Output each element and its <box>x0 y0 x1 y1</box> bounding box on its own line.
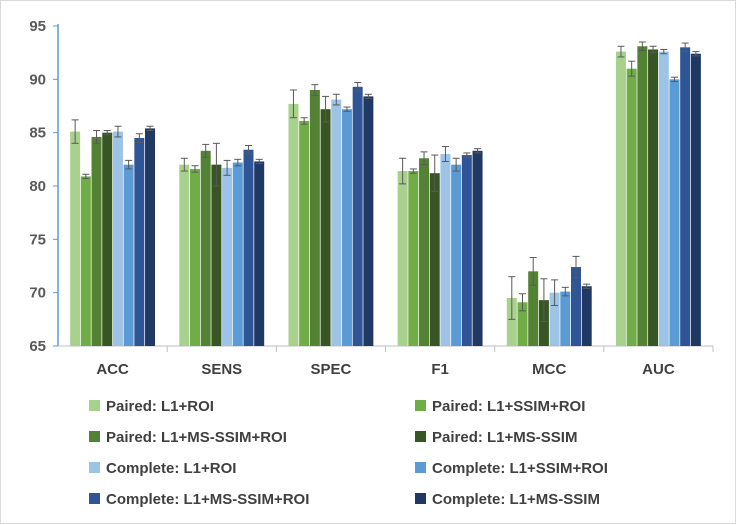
bar-f1-series-1 <box>397 171 408 346</box>
bar-f1-series-6 <box>451 164 462 346</box>
x-tick-label: AUC <box>642 361 675 378</box>
bar-auc-series-1 <box>615 51 626 346</box>
legend-swatch-series-1 <box>89 400 100 411</box>
legend-swatch-series-3 <box>89 431 100 442</box>
bar-auc-series-8 <box>690 53 701 346</box>
bar-acc-series-4 <box>102 132 113 346</box>
y-tick-label: 95 <box>29 18 46 35</box>
legend-swatch-series-2 <box>415 400 426 411</box>
bar-sens-series-3 <box>200 150 211 346</box>
bar-spec-series-6 <box>341 109 352 346</box>
legend-label-series-2: Paired: L1+SSIM+ROI <box>432 398 585 415</box>
bar-mcc-series-1 <box>506 298 517 346</box>
bar-acc-series-8 <box>145 128 156 346</box>
bar-auc-series-2 <box>626 68 637 347</box>
legend-label-series-4: Paired: L1+MS-SSIM <box>432 429 577 446</box>
bar-mcc-series-7 <box>571 267 581 346</box>
legend-swatch-series-8 <box>415 493 426 504</box>
bar-spec-series-7 <box>352 86 363 347</box>
bar-f1-series-8 <box>472 150 483 346</box>
bar-spec-series-3 <box>309 90 320 346</box>
bar-mcc-series-4 <box>538 300 549 346</box>
bar-acc-series-6 <box>123 164 134 346</box>
bar-mcc-series-6 <box>560 291 571 346</box>
x-tick-label: F1 <box>431 361 449 378</box>
bar-f1-series-2 <box>408 171 419 346</box>
legend-swatch-series-7 <box>89 493 100 504</box>
bar-sens-series-5 <box>222 167 233 346</box>
bar-mcc-series-2 <box>517 302 528 346</box>
legend-label-series-8: Complete: L1+MS-SSIM <box>432 491 600 508</box>
bar-acc-series-5 <box>112 131 123 346</box>
bar-acc-series-2 <box>80 176 91 346</box>
bar-auc-series-4 <box>648 49 659 346</box>
legend-label-series-3: Paired: L1+MS-SSIM+ROI <box>106 429 287 446</box>
bar-spec-series-2 <box>299 120 310 346</box>
legend-label-series-1: Paired: L1+ROI <box>106 398 214 415</box>
bar-acc-series-7 <box>134 138 145 346</box>
bar-f1-series-7 <box>461 155 472 346</box>
bar-sens-series-8 <box>254 161 265 346</box>
x-tick-label: SPEC <box>310 361 351 378</box>
bar-sens-series-7 <box>243 149 254 346</box>
bar-acc-series-1 <box>70 131 81 346</box>
bar-f1-series-4 <box>429 173 440 346</box>
y-tick-label: 70 <box>29 285 46 302</box>
bar-mcc-series-3 <box>528 271 539 346</box>
bar-acc-series-3 <box>91 136 102 346</box>
legend-swatch-series-6 <box>415 462 426 473</box>
legend-label-series-7: Complete: L1+MS-SSIM+ROI <box>106 491 309 508</box>
y-tick-label: 90 <box>29 71 46 88</box>
bar-mcc-series-8 <box>581 286 592 346</box>
bar-sens-series-1 <box>179 164 190 346</box>
bar-sens-series-6 <box>232 162 243 346</box>
bar-spec-series-1 <box>288 103 299 346</box>
bar-f1-series-5 <box>440 154 451 346</box>
legend-swatch-series-5 <box>89 462 100 473</box>
bar-auc-series-5 <box>658 51 669 346</box>
legend-swatch-series-4 <box>415 431 426 442</box>
bar-mcc-series-5 <box>549 292 560 346</box>
x-tick-label: SENS <box>201 361 242 378</box>
y-tick-label: 65 <box>29 338 46 355</box>
bar-spec-series-4 <box>320 109 331 346</box>
x-tick-label: ACC <box>96 361 129 378</box>
bar-spec-series-5 <box>331 99 342 346</box>
bar-sens-series-2 <box>190 168 200 346</box>
x-tick-label: MCC <box>532 361 566 378</box>
legend-label-series-6: Complete: L1+SSIM+ROI <box>432 460 608 477</box>
bar-auc-series-7 <box>680 47 691 346</box>
legend-label-series-5: Complete: L1+ROI <box>106 460 236 477</box>
bar-spec-series-8 <box>363 96 374 347</box>
bar-auc-series-3 <box>637 46 648 347</box>
bar-auc-series-6 <box>669 79 680 346</box>
y-tick-label: 80 <box>29 178 46 195</box>
y-tick-label: 85 <box>29 125 46 142</box>
bar-sens-series-4 <box>211 164 222 346</box>
bar-f1-series-3 <box>419 158 430 346</box>
y-tick-label: 75 <box>29 231 46 248</box>
